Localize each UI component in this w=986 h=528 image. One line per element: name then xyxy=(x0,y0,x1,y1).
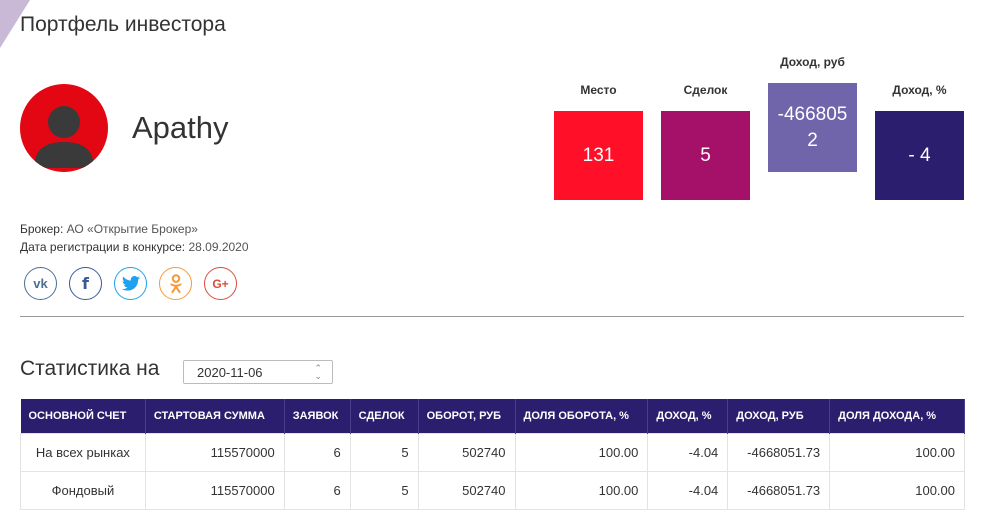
divider xyxy=(20,316,964,317)
table-cell: 502740 xyxy=(417,470,516,510)
twitter-share-button[interactable] xyxy=(114,267,147,300)
table-cell: Фондовый xyxy=(20,470,146,510)
table-cell: -4668051.73 xyxy=(727,470,831,510)
column-header: ДОХОД, РУБ xyxy=(727,399,831,433)
vk-icon: vk xyxy=(33,276,48,291)
user-silhouette-icon xyxy=(34,106,94,168)
stat-deals-value: 5 xyxy=(661,111,750,200)
column-header: ДОЛЯ ОБОРОТА, % xyxy=(515,399,649,433)
statistics-date-value: 2020-11-06 xyxy=(197,365,263,380)
column-header: ЗАЯВОК xyxy=(284,399,351,433)
google-plus-icon: G+ xyxy=(212,276,229,291)
stat-place-value: 131 xyxy=(554,111,643,200)
column-header: ДОЛЯ ДОХОДА, % xyxy=(829,399,965,433)
table-cell: -4.04 xyxy=(647,432,729,472)
registration-date: 28.09.2020 xyxy=(188,240,249,254)
table-cell: 115570000 xyxy=(144,432,285,472)
chevron-up-down-icon: ⌃ ⌄ xyxy=(314,363,322,381)
vk-share-button[interactable]: vk xyxy=(24,267,57,300)
stat-deals-label: Сделок xyxy=(683,83,728,97)
corner-decoration xyxy=(0,0,30,48)
facebook-icon: f xyxy=(82,274,89,293)
table-row: На всех рынках 115570000 6 5 502740 100.… xyxy=(20,432,965,472)
table-cell: 5 xyxy=(349,432,419,472)
statistics-date-select[interactable]: 2020-11-06 ⌃ ⌄ xyxy=(183,360,333,384)
table-cell: -4668051.73 xyxy=(727,432,831,472)
statistics-title: Статистика на xyxy=(20,357,160,380)
table-cell: 6 xyxy=(283,432,351,472)
stat-income-rub-value: -4668052 xyxy=(768,83,857,172)
statistics-table: ОСНОВНОЙ СЧЕТ СТАРТОВАЯ СУММА ЗАЯВОК СДЕ… xyxy=(20,399,965,510)
column-header: СТАРТОВАЯ СУММА xyxy=(145,399,285,433)
registration-info: Дата регистрации в конкурсе: 28.09.2020 xyxy=(20,240,249,254)
broker-label: Брокер: xyxy=(20,222,64,236)
stat-income-pct-label: Доход, % xyxy=(892,83,947,97)
facebook-share-button[interactable]: f xyxy=(69,267,102,300)
table-cell: -4.04 xyxy=(647,470,729,510)
table-row: Фондовый 115570000 6 5 502740 100.00 -4.… xyxy=(20,470,965,510)
table-cell: 100.00 xyxy=(829,432,965,472)
column-header: ДОХОД, % xyxy=(647,399,729,433)
stat-income-rub-label: Доход, руб xyxy=(780,55,845,69)
google-plus-share-button[interactable]: G+ xyxy=(204,267,237,300)
twitter-icon xyxy=(121,276,140,291)
broker-value: АО «Открытие Брокер» xyxy=(66,222,198,236)
table-cell: 100.00 xyxy=(514,470,649,510)
table-cell: 100.00 xyxy=(514,432,649,472)
table-cell: 502740 xyxy=(417,432,516,472)
page-title: Портфель инвестора xyxy=(20,13,226,36)
odnoklassniki-share-button[interactable] xyxy=(159,267,192,300)
table-cell: На всех рынках xyxy=(20,432,146,472)
stat-place-label: Место xyxy=(580,83,617,97)
table-cell: 6 xyxy=(283,470,351,510)
broker-info: Брокер: АО «Открытие Брокер» xyxy=(20,222,198,236)
column-header: ОСНОВНОЙ СЧЕТ xyxy=(20,399,146,433)
table-cell: 100.00 xyxy=(829,470,965,510)
column-header: СДЕЛОК xyxy=(350,399,419,433)
table-header-row: ОСНОВНОЙ СЧЕТ СТАРТОВАЯ СУММА ЗАЯВОК СДЕ… xyxy=(20,399,965,433)
table-cell: 5 xyxy=(349,470,419,510)
table-cell: 115570000 xyxy=(144,470,285,510)
registration-label: Дата регистрации в конкурсе: xyxy=(20,240,186,254)
username: Apathy xyxy=(132,110,229,145)
odnoklassniki-icon xyxy=(169,273,182,293)
column-header: ОБОРОТ, РУБ xyxy=(418,399,516,433)
avatar xyxy=(20,84,108,172)
stat-income-pct-value: - 4 xyxy=(875,111,964,200)
